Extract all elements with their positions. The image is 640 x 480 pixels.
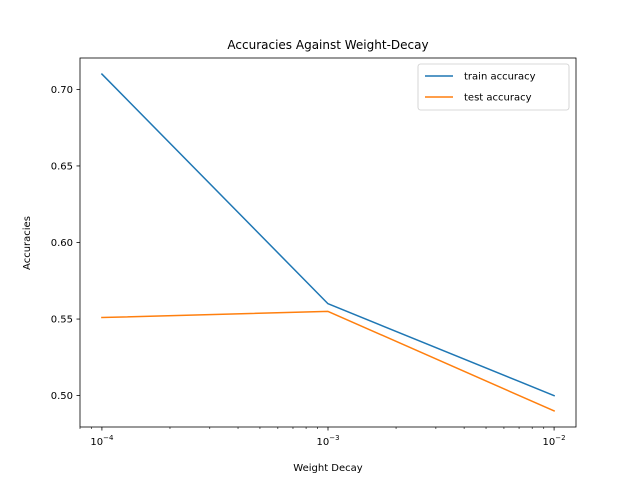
x-axis-title: Weight Decay xyxy=(293,463,362,474)
series-line-1 xyxy=(101,310,556,412)
x-tick-label-base: 10 xyxy=(90,437,103,448)
legend-box xyxy=(417,63,570,111)
x-tick-label-exponent: −3 xyxy=(329,434,339,442)
y-tick-label: 0.70 xyxy=(51,85,73,96)
x-tick-label: 10−4 xyxy=(90,434,114,448)
chart-title: Accuracies Against Weight-Decay xyxy=(227,38,428,52)
y-tick-label: 0.55 xyxy=(51,315,73,326)
y-tick-label: 0.50 xyxy=(51,391,73,402)
x-tick-label-exponent: −2 xyxy=(555,434,565,442)
x-tick-label: 10−3 xyxy=(316,434,339,448)
x-tick-label: 10−2 xyxy=(543,434,566,448)
x-tick-label-exponent: −4 xyxy=(103,434,114,442)
y-tick-label: 0.65 xyxy=(51,161,73,172)
legend: train accuracy test accuracy xyxy=(417,63,570,111)
series-line-0 xyxy=(100,73,556,397)
legend-label: train accuracy xyxy=(464,72,536,83)
legend-label: test accuracy xyxy=(464,93,532,104)
y-tick-label: 0.60 xyxy=(51,238,73,249)
x-tick-label-base: 10 xyxy=(543,437,556,448)
y-axis-title: Accuracies xyxy=(22,216,33,270)
x-tick-label-base: 10 xyxy=(316,437,329,448)
